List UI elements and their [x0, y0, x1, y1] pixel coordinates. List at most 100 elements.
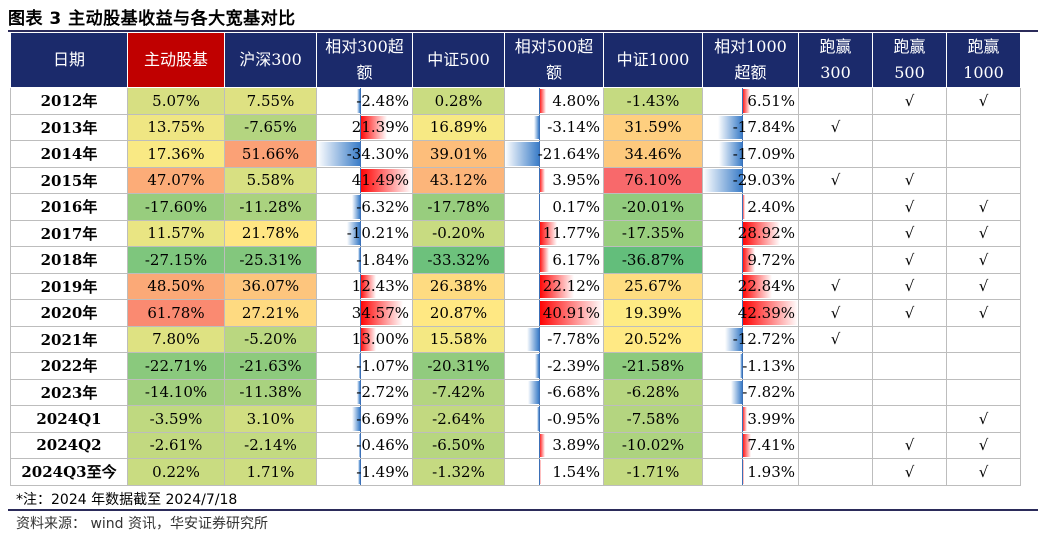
cell-zz1000: 25.67% — [603, 272, 703, 300]
databar — [538, 221, 558, 245]
table-row: 2018年 -27.15% -25.31% -1.84% -33.32% 6.17% -36… — [10, 246, 1021, 274]
databar — [528, 380, 539, 404]
cell-rel500: 22.12% — [504, 272, 604, 300]
cell-zz1000: -36.87% — [603, 246, 703, 274]
cell-b500-check — [872, 325, 947, 353]
cell-b500-check — [872, 405, 947, 433]
footnote: *注：2024 年数据截至 2024/7/18 — [16, 492, 238, 508]
databar — [359, 433, 360, 457]
bar-value: -12.72% — [732, 330, 795, 349]
bar-axis — [538, 353, 540, 379]
cell-rel300: 13.00% — [316, 325, 413, 353]
cell-zz1000: -10.02% — [603, 431, 703, 459]
bar-axis — [741, 247, 743, 273]
cell-active: 7.80% — [127, 325, 225, 353]
cell-zz500: -17.78% — [412, 193, 505, 221]
cell-b300-check — [798, 352, 873, 380]
cell-active: -3.59% — [127, 405, 225, 433]
bar-value: -2.48% — [356, 91, 409, 110]
cell-zz1000: -21.58% — [603, 352, 703, 380]
databar — [538, 248, 549, 272]
cell-rel1000: 6.51% — [702, 87, 799, 115]
cell-rel300: -6.69% — [316, 405, 413, 433]
header-excess-1000: 相对1000 超额 — [702, 32, 799, 88]
cell-zz1000: -7.58% — [603, 405, 703, 433]
bar-axis — [359, 406, 361, 432]
cell-b500-check: √ — [872, 431, 947, 459]
cell-date: 2015年 — [10, 166, 128, 194]
cell-date: 2013年 — [10, 113, 128, 141]
bar-value: 11.77% — [542, 224, 600, 243]
cell-rel1000: -17.09% — [702, 140, 799, 168]
cell-zz500: 20.87% — [412, 299, 505, 327]
table-row: 2015年 47.07% 5.58% 41.49% 43.12% 3.95% 76.10% -… — [10, 166, 1021, 194]
cell-b1000-check: √ — [946, 458, 1021, 486]
bar-axis — [538, 88, 540, 114]
table-row: 2020年 61.78% 27.21% 34.57% 20.87% 40.91% 19.39… — [10, 299, 1021, 327]
table-row: 2012年 5.07% 7.55% -2.48% 0.28% 4.80% -1.43% 6.5… — [10, 87, 1021, 115]
cell-zz500: 0.28% — [412, 87, 505, 115]
cell-b1000-check: √ — [946, 219, 1021, 247]
cell-date: 2016年 — [10, 193, 128, 221]
cell-b1000-check: √ — [946, 405, 1021, 433]
bar-axis — [538, 247, 540, 273]
bar-value: -1.84% — [356, 250, 409, 269]
bar-axis — [359, 273, 361, 299]
databar — [718, 142, 742, 166]
cell-rel1000: -7.82% — [702, 378, 799, 406]
cell-rel500: -6.68% — [504, 378, 604, 406]
header-zz500: 中证500 — [412, 32, 505, 88]
cell-b500-check — [872, 140, 947, 168]
cell-b500-check — [872, 113, 947, 141]
bar-value: -21.64% — [537, 144, 600, 163]
databar — [359, 301, 404, 325]
cell-date: 2024Q3至今 — [10, 458, 128, 486]
comparison-table: 日期 主动股基 沪深300 相对300超额 中证500 相对500超额 中证10… — [10, 32, 1021, 486]
databar — [351, 407, 360, 431]
cell-active: -17.60% — [127, 193, 225, 221]
bar-axis — [538, 459, 540, 485]
cell-rel300: 41.49% — [316, 166, 413, 194]
bar-axis — [359, 432, 361, 458]
cell-hs300: 21.78% — [224, 219, 317, 247]
bar-axis — [741, 167, 743, 193]
cell-b300-check — [798, 87, 873, 115]
cell-date: 2022年 — [10, 352, 128, 380]
bar-value: -1.07% — [356, 356, 409, 375]
cell-hs300: -11.38% — [224, 378, 317, 406]
bar-value: 22.12% — [542, 277, 600, 296]
databar — [356, 89, 360, 113]
bar-value: 7.41% — [747, 436, 795, 455]
bar-value: -6.69% — [356, 409, 409, 428]
databar — [741, 460, 745, 484]
cell-date: 2018年 — [10, 246, 128, 274]
cell-b500-check: √ — [872, 246, 947, 274]
cell-hs300: -2.14% — [224, 431, 317, 459]
cell-date: 2021年 — [10, 325, 128, 353]
cell-zz1000: -17.35% — [603, 219, 703, 247]
bar-axis — [359, 141, 361, 167]
cell-zz500: -2.64% — [412, 405, 505, 433]
cell-b1000-check: √ — [946, 299, 1021, 327]
cell-rel500: 3.95% — [504, 166, 604, 194]
cell-b300-check: √ — [798, 166, 873, 194]
bar-value: -6.32% — [356, 197, 409, 216]
header-excess-300: 相对300超额 — [316, 32, 413, 88]
databar — [359, 274, 376, 298]
databar — [538, 274, 574, 298]
bar-axis — [359, 194, 361, 220]
header-excess-1000-line2: 超额 — [734, 63, 767, 82]
databar — [703, 168, 742, 192]
cell-zz500: 39.01% — [412, 140, 505, 168]
cell-b300-check: √ — [798, 299, 873, 327]
bar-axis — [741, 300, 743, 326]
cell-hs300: 36.07% — [224, 272, 317, 300]
cell-rel300: 12.43% — [316, 272, 413, 300]
header-beat-500-line2: 500 — [894, 63, 925, 82]
bar-value: -7.78% — [547, 330, 600, 349]
cell-zz500: -33.32% — [412, 246, 505, 274]
bar-value: -6.68% — [547, 383, 600, 402]
databar — [533, 115, 539, 139]
cell-b500-check: √ — [872, 166, 947, 194]
bar-axis — [538, 273, 540, 299]
